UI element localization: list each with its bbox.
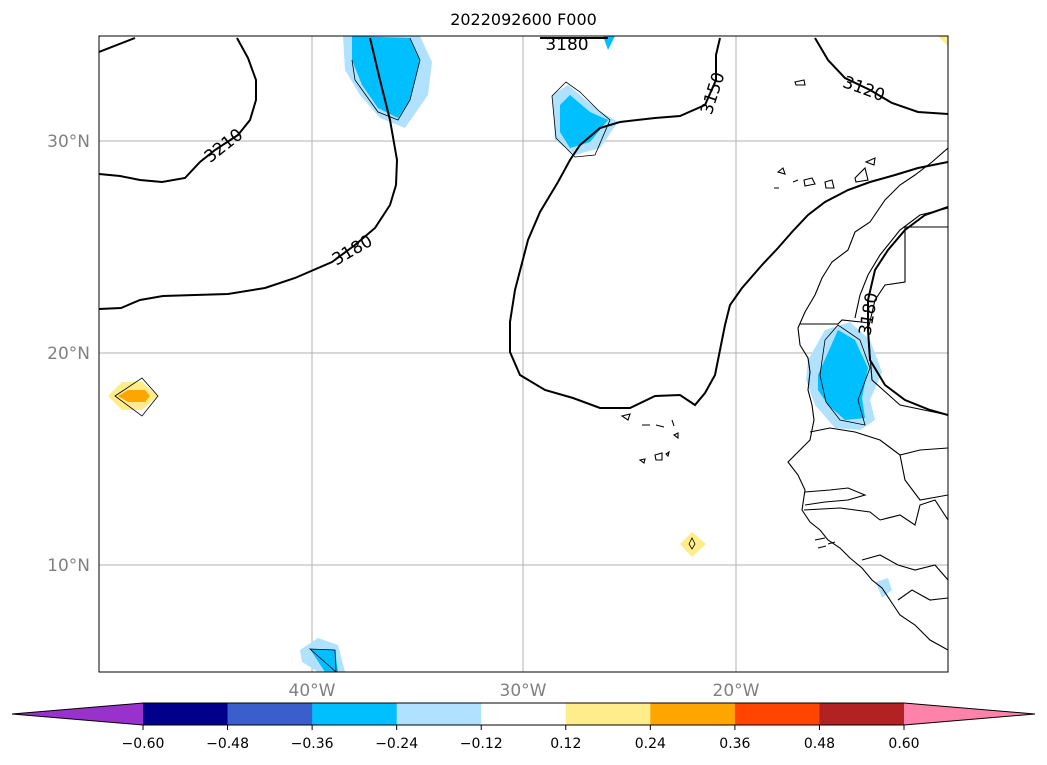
contour-3120 — [814, 37, 948, 115]
colorbar-tick-label: −0.36 — [291, 736, 334, 752]
anomaly-blue-guinea — [876, 578, 892, 598]
colorbar-ticks: −0.60 −0.48 −0.36 −0.24 −0.12 0.12 0.24 0.36 0.4… — [122, 725, 920, 752]
shading-outlines — [114, 37, 871, 672]
colorbar-tick-label: 0.36 — [719, 736, 750, 752]
lat-label-20n: 20°N — [47, 344, 90, 364]
colorbar-segment — [734, 703, 820, 725]
colorbar-tick-label: −0.12 — [460, 736, 503, 752]
border-guinea-bissau — [803, 507, 881, 521]
colorbar-extend-right — [904, 703, 1035, 725]
anomaly-yellow-cape-verde — [680, 532, 706, 557]
gridlines — [99, 36, 948, 672]
contour-3180-africa — [867, 206, 948, 416]
border-mali-north — [899, 454, 948, 501]
lat-label-30n: 30°N — [47, 132, 90, 152]
map-panel: 3120 3150 3180 3180 3180 3210 — [98, 35, 949, 673]
outline-cape-verde — [688, 537, 696, 550]
outline-28w — [551, 81, 611, 158]
longitude-labels: 40°W 30°W 20°W — [289, 681, 760, 701]
contour-3150 — [509, 37, 948, 409]
colorbar-tick-label: 0.60 — [888, 736, 919, 752]
colorbar-tick-label: 0.12 — [550, 736, 581, 752]
border-western-sahara — [800, 319, 871, 325]
colorbar-tick-label: −0.24 — [375, 736, 418, 752]
colorbar-segment — [227, 703, 313, 725]
outline-north-40w — [351, 37, 421, 121]
map-title: 2022092600 F000 — [450, 10, 597, 29]
colorbar-tick-label: 0.48 — [804, 736, 835, 752]
cape-verde-islands — [620, 413, 679, 464]
contour-3210 — [99, 37, 257, 184]
colorbar: −0.60 −0.48 −0.36 −0.24 −0.12 0.12 0.24 0.36 0.4… — [11, 702, 1036, 752]
colorbar-extend-left — [12, 703, 143, 725]
border-sierra-leone — [861, 554, 948, 581]
anomaly-blue-africa-core — [818, 330, 868, 420]
colorbar-segment — [565, 703, 651, 725]
colorbar-segment — [312, 703, 398, 725]
border-mauritania-east — [867, 226, 948, 416]
colorbar-segment — [819, 703, 905, 725]
border-liberia — [897, 589, 948, 601]
colorbar-segment — [143, 703, 229, 725]
africa-coast — [787, 147, 948, 651]
colorbar-segment — [481, 703, 567, 725]
colorbar-tick-label: −0.48 — [206, 736, 249, 752]
latitude-labels: 30°N 20°N 10°N — [47, 132, 90, 576]
anomaly-orange-west — [118, 390, 150, 402]
colorbar-segment — [650, 703, 736, 725]
lon-label-20w: 20°W — [713, 681, 760, 701]
coastlines — [620, 79, 948, 651]
colorbar-tick-label: 0.24 — [635, 736, 666, 752]
contour-3180-west — [99, 37, 399, 310]
border-guinea — [879, 499, 948, 526]
anomaly-blue-north-25w — [603, 36, 615, 50]
anomaly-blue-north-40w-core — [352, 36, 420, 118]
canary-islands — [774, 157, 876, 189]
colorbar-tick-label: −0.60 — [122, 736, 165, 752]
anomaly-blue-28w-core — [560, 95, 608, 148]
border-senegal-gambia — [804, 487, 867, 506]
map-frame — [98, 35, 949, 673]
lat-label-10n: 10°N — [47, 556, 90, 576]
anomaly-yellow-ne-corner — [938, 36, 948, 46]
height-contours — [99, 37, 948, 416]
outline-africa — [819, 324, 871, 426]
colorbar-segments — [143, 703, 905, 725]
border-morocco — [854, 207, 948, 319]
outline-south — [308, 648, 337, 672]
lon-label-30w: 30°W — [500, 681, 547, 701]
border-mali-senegal — [809, 427, 948, 456]
madeira — [794, 79, 806, 86]
contour-label-3180-north: 3180 — [545, 35, 588, 55]
lon-label-40w: 40°W — [289, 681, 336, 701]
colorbar-segment — [396, 703, 482, 725]
bissagos-islands — [814, 537, 836, 549]
outline-west-diamond — [114, 377, 159, 417]
